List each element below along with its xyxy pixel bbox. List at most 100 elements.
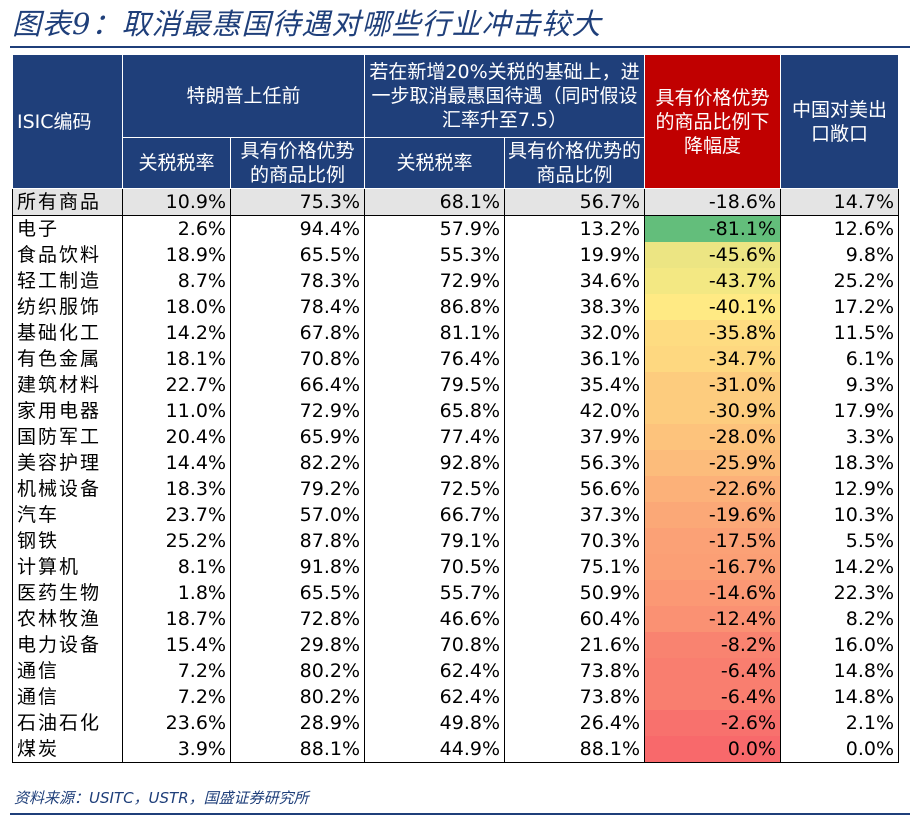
cell-tariff-before: 7.2% xyxy=(122,684,231,710)
cell-tariff-after: 76.4% xyxy=(364,346,506,372)
cell-decline: -18.6% xyxy=(644,188,782,216)
cell-share-before: 66.4% xyxy=(230,372,366,398)
row-name: 轻工制造 xyxy=(12,268,123,294)
cell-decline: -40.1% xyxy=(644,294,782,320)
table-row: 电力设备 15.4% 29.8% 70.8% 21.6% -8.2% 16.0% xyxy=(12,632,900,658)
table-row: 美容护理 14.4% 82.2% 92.8% 56.3% -25.9% 18.3% xyxy=(12,450,900,476)
cell-tariff-before: 20.4% xyxy=(122,424,231,450)
table-row: 纺织服饰 18.0% 78.4% 86.8% 38.3% -40.1% 17.2% xyxy=(12,294,900,320)
cell-tariff-after: 46.6% xyxy=(364,606,506,632)
row-name: 煤炭 xyxy=(12,736,123,763)
cell-share-after: 88.1% xyxy=(504,736,646,763)
cell-tariff-before: 7.2% xyxy=(122,658,231,684)
cell-share-before: 82.2% xyxy=(230,450,366,476)
cell-tariff-before: 18.3% xyxy=(122,476,231,502)
table-row: 建筑材料 22.7% 66.4% 79.5% 35.4% -31.0% 9.3% xyxy=(12,372,900,398)
cell-exposure: 5.5% xyxy=(780,528,900,554)
header-tariff-after: 关税税率 xyxy=(364,137,506,189)
table-row: 轻工制造 8.7% 78.3% 72.9% 34.6% -43.7% 25.2% xyxy=(12,268,900,294)
cell-share-after: 38.3% xyxy=(504,294,646,320)
cell-exposure: 14.2% xyxy=(780,554,900,580)
cell-share-after: 19.9% xyxy=(504,242,646,268)
cell-share-after: 42.0% xyxy=(504,398,646,424)
row-name: 石油石化 xyxy=(12,710,123,736)
cell-tariff-after: 62.4% xyxy=(364,658,506,684)
cell-exposure: 8.2% xyxy=(780,606,900,632)
cell-tariff-after: 65.8% xyxy=(364,398,506,424)
cell-decline: 0.0% xyxy=(644,736,782,763)
row-name: 机械设备 xyxy=(12,476,123,502)
cell-tariff-before: 8.7% xyxy=(122,268,231,294)
cell-decline: -17.5% xyxy=(644,528,782,554)
header-share-before: 具有价格优势的商品比例 xyxy=(229,137,366,189)
cell-share-after: 70.3% xyxy=(504,528,646,554)
row-name: 纺织服饰 xyxy=(12,294,123,320)
row-name: 钢铁 xyxy=(12,528,123,554)
cell-share-before: 65.5% xyxy=(230,580,366,606)
cell-exposure: 11.5% xyxy=(780,320,900,346)
title-divider xyxy=(10,46,910,48)
cell-tariff-before: 23.6% xyxy=(122,710,231,736)
cell-tariff-after: 77.4% xyxy=(364,424,506,450)
cell-tariff-before: 18.0% xyxy=(122,294,231,320)
cell-share-before: 87.8% xyxy=(230,528,366,554)
cell-share-before: 80.2% xyxy=(230,684,366,710)
header-isic: ISIC编码 xyxy=(12,54,123,189)
cell-tariff-before: 25.2% xyxy=(122,528,231,554)
cell-tariff-after: 79.5% xyxy=(364,372,506,398)
cell-tariff-after: 86.8% xyxy=(364,294,506,320)
table-row: 有色金属 18.1% 70.8% 76.4% 36.1% -34.7% 6.1% xyxy=(12,346,900,372)
cell-decline: -45.6% xyxy=(644,242,782,268)
cell-exposure: 3.3% xyxy=(780,424,900,450)
cell-share-after: 37.3% xyxy=(504,502,646,528)
cell-tariff-after: 70.8% xyxy=(364,632,506,658)
cell-decline: -30.9% xyxy=(644,398,782,424)
cell-tariff-after: 81.1% xyxy=(364,320,506,346)
cell-exposure: 0.0% xyxy=(780,736,900,763)
source-divider xyxy=(10,813,910,815)
row-name: 建筑材料 xyxy=(12,372,123,398)
cell-tariff-before: 18.1% xyxy=(122,346,231,372)
row-name: 通信 xyxy=(12,658,123,684)
page-title: 图表9：取消最惠国待遇对哪些行业冲击较大 xyxy=(12,7,602,41)
cell-tariff-after: 70.5% xyxy=(364,554,506,580)
cell-share-before: 91.8% xyxy=(230,554,366,580)
cell-tariff-before: 23.7% xyxy=(122,502,231,528)
cell-share-before: 78.4% xyxy=(230,294,366,320)
cell-share-before: 80.2% xyxy=(230,658,366,684)
cell-tariff-before: 22.7% xyxy=(122,372,231,398)
cell-share-after: 75.1% xyxy=(504,554,646,580)
table-row: 国防军工 20.4% 65.9% 77.4% 37.9% -28.0% 3.3% xyxy=(12,424,900,450)
cell-exposure: 10.3% xyxy=(780,502,900,528)
cell-tariff-before: 1.8% xyxy=(122,580,231,606)
cell-tariff-after: 62.4% xyxy=(364,684,506,710)
cell-share-after: 21.6% xyxy=(504,632,646,658)
cell-decline: -6.4% xyxy=(644,658,782,684)
table-row: 农林牧渔 18.7% 72.8% 46.6% 60.4% -12.4% 8.2% xyxy=(12,606,900,632)
cell-decline: -35.8% xyxy=(644,320,782,346)
cell-exposure: 12.9% xyxy=(780,476,900,502)
cell-exposure: 2.1% xyxy=(780,710,900,736)
table-row: 基础化工 14.2% 67.8% 81.1% 32.0% -35.8% 11.5% xyxy=(12,320,900,346)
header-tariff-before: 关税税率 xyxy=(122,137,231,189)
cell-share-before: 67.8% xyxy=(230,320,366,346)
cell-share-before: 65.9% xyxy=(230,424,366,450)
cell-share-after: 13.2% xyxy=(504,215,646,242)
tariff-impact-table: ISIC编码 特朗普上任前 若在新增20%关税的基础上，进一步取消最惠国待遇（同… xyxy=(12,54,900,763)
cell-decline: -16.7% xyxy=(644,554,782,580)
cell-exposure: 6.1% xyxy=(780,346,900,372)
cell-share-after: 34.6% xyxy=(504,268,646,294)
cell-tariff-after: 92.8% xyxy=(364,450,506,476)
cell-decline: -34.7% xyxy=(644,346,782,372)
cell-decline: -19.6% xyxy=(644,502,782,528)
cell-exposure: 9.3% xyxy=(780,372,900,398)
table-row-total: 所有商品 10.9% 75.3% 68.1% 56.7% -18.6% 14.7% xyxy=(12,188,900,216)
cell-decline: -14.6% xyxy=(644,580,782,606)
cell-exposure: 25.2% xyxy=(780,268,900,294)
cell-share-before: 79.2% xyxy=(230,476,366,502)
cell-share-before: 28.9% xyxy=(230,710,366,736)
cell-share-before: 72.9% xyxy=(230,398,366,424)
cell-tariff-after: 44.9% xyxy=(364,736,506,763)
cell-share-after: 56.7% xyxy=(504,188,646,216)
row-name: 家用电器 xyxy=(12,398,123,424)
